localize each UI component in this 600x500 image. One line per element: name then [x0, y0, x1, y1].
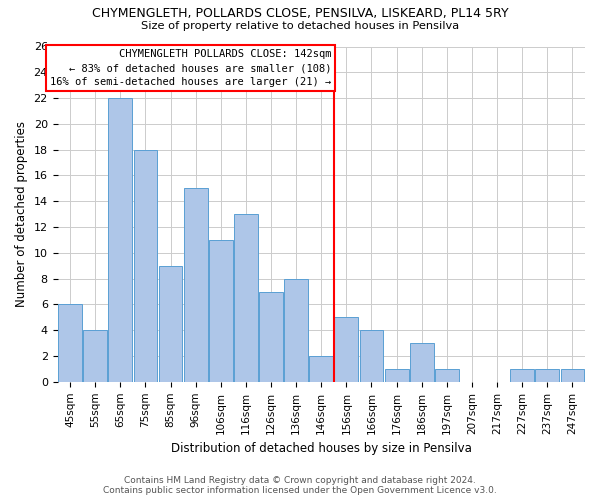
Bar	[410, 343, 434, 382]
Bar	[284, 278, 308, 382]
Bar	[134, 150, 157, 382]
Text: CHYMENGLETH POLLARDS CLOSE: 142sqm
← 83% of detached houses are smaller (108)
16: CHYMENGLETH POLLARDS CLOSE: 142sqm ← 83%…	[50, 49, 331, 87]
X-axis label: Distribution of detached houses by size in Pensilva: Distribution of detached houses by size …	[171, 442, 472, 455]
Bar	[234, 214, 258, 382]
Bar	[83, 330, 107, 382]
Bar	[58, 304, 82, 382]
Bar	[158, 266, 182, 382]
Text: Contains HM Land Registry data © Crown copyright and database right 2024.
Contai: Contains HM Land Registry data © Crown c…	[103, 476, 497, 495]
Bar	[510, 369, 534, 382]
Text: CHYMENGLETH, POLLARDS CLOSE, PENSILVA, LISKEARD, PL14 5RY: CHYMENGLETH, POLLARDS CLOSE, PENSILVA, L…	[92, 8, 508, 20]
Bar	[385, 369, 409, 382]
Bar	[259, 292, 283, 382]
Text: Size of property relative to detached houses in Pensilva: Size of property relative to detached ho…	[141, 21, 459, 31]
Y-axis label: Number of detached properties: Number of detached properties	[15, 121, 28, 307]
Bar	[359, 330, 383, 382]
Bar	[184, 188, 208, 382]
Bar	[209, 240, 233, 382]
Bar	[435, 369, 459, 382]
Bar	[535, 369, 559, 382]
Bar	[334, 318, 358, 382]
Bar	[560, 369, 584, 382]
Bar	[310, 356, 333, 382]
Bar	[109, 98, 132, 382]
